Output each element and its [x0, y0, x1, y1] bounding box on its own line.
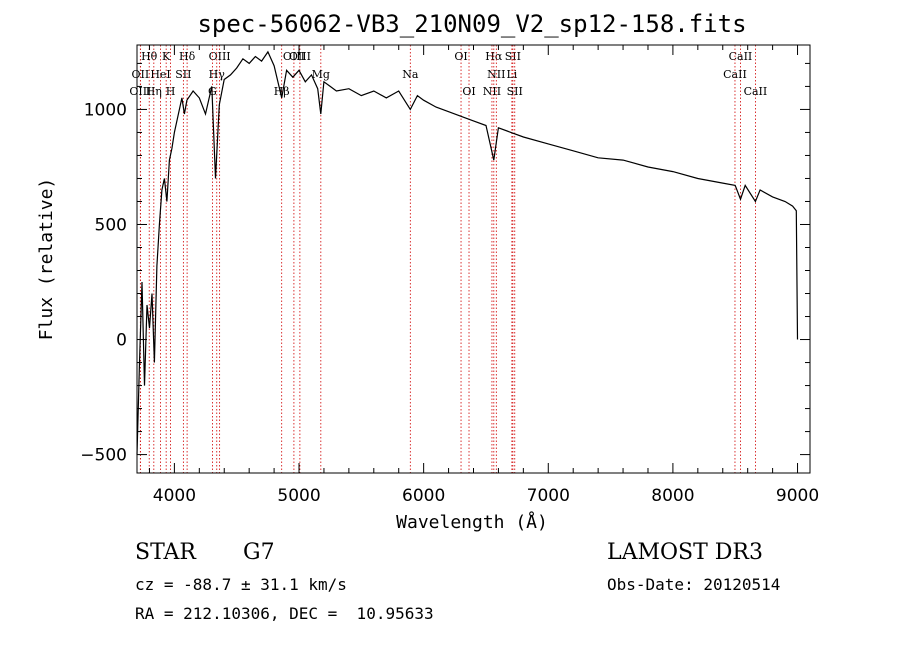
line-marker-label: Hγ: [209, 68, 226, 81]
y-tick-label: 1000: [84, 100, 127, 120]
line-marker-label: Hθ: [141, 50, 158, 63]
line-marker-label: HeI: [150, 68, 170, 81]
y-tick-label: −500: [80, 446, 127, 466]
x-tick-label: 7000: [527, 486, 570, 506]
line-marker-label: Mg: [312, 68, 330, 81]
survey-name: LAMOST DR3: [607, 540, 763, 565]
line-marker-label: OI: [454, 50, 467, 63]
line-marker-label: K: [162, 50, 171, 63]
line-marker-label: NII: [487, 68, 505, 81]
line-marker-label: Hα: [485, 50, 503, 63]
line-marker-label: Hη: [146, 85, 162, 98]
line-marker-label: Hδ: [179, 50, 196, 63]
axes: 4000 5000 6000 7000 8000 9000 −500 0 500 1000: [80, 45, 819, 506]
line-marker-label: SII: [175, 68, 191, 81]
chart-title: spec-56062-VB3_210N09_V2_sp12-158.fits: [197, 10, 746, 38]
line-marker-label: NII: [483, 85, 501, 98]
line-marker-label: OIII: [209, 50, 231, 63]
y-tick-label: 500: [95, 215, 127, 235]
spectrum-line: [136, 50, 799, 455]
x-axis-label: Wavelength (Å): [396, 511, 548, 533]
plot-frame: [136, 44, 811, 474]
x-tick-label: 5000: [277, 486, 320, 506]
line-marker-label: CaII: [744, 85, 768, 98]
line-marker-label: OIII: [129, 85, 151, 98]
line-marker-label: H: [166, 85, 176, 98]
object-subclass: G7: [243, 540, 275, 565]
object-class: STAR: [135, 540, 196, 565]
line-marker-label: Na: [402, 68, 419, 81]
line-marker-label: CaII: [729, 50, 753, 63]
redshift-velocity: cz = -88.7 ± 31.1 km/s: [135, 575, 347, 594]
line-marker-label: CaII: [723, 68, 747, 81]
line-marker-label: OIII: [289, 50, 311, 63]
coordinates: RA = 212.10306, DEC = 10.95633: [135, 604, 434, 623]
y-tick-label: 0: [116, 331, 127, 351]
y-axis-label: Flux (relative): [36, 178, 57, 341]
line-marker-label: Hβ: [274, 85, 290, 98]
x-tick-label: 6000: [402, 486, 445, 506]
x-tick-label: 8000: [651, 486, 694, 506]
x-tick-label: 4000: [153, 486, 196, 506]
line-marker-label: OI: [462, 85, 475, 98]
line-marker-label: SII: [507, 85, 523, 98]
line-marker-label: SII: [505, 50, 521, 63]
line-marker-label: Li: [506, 68, 517, 81]
observation-date: Obs-Date: 20120514: [607, 575, 781, 594]
x-tick-label: 9000: [776, 486, 819, 506]
